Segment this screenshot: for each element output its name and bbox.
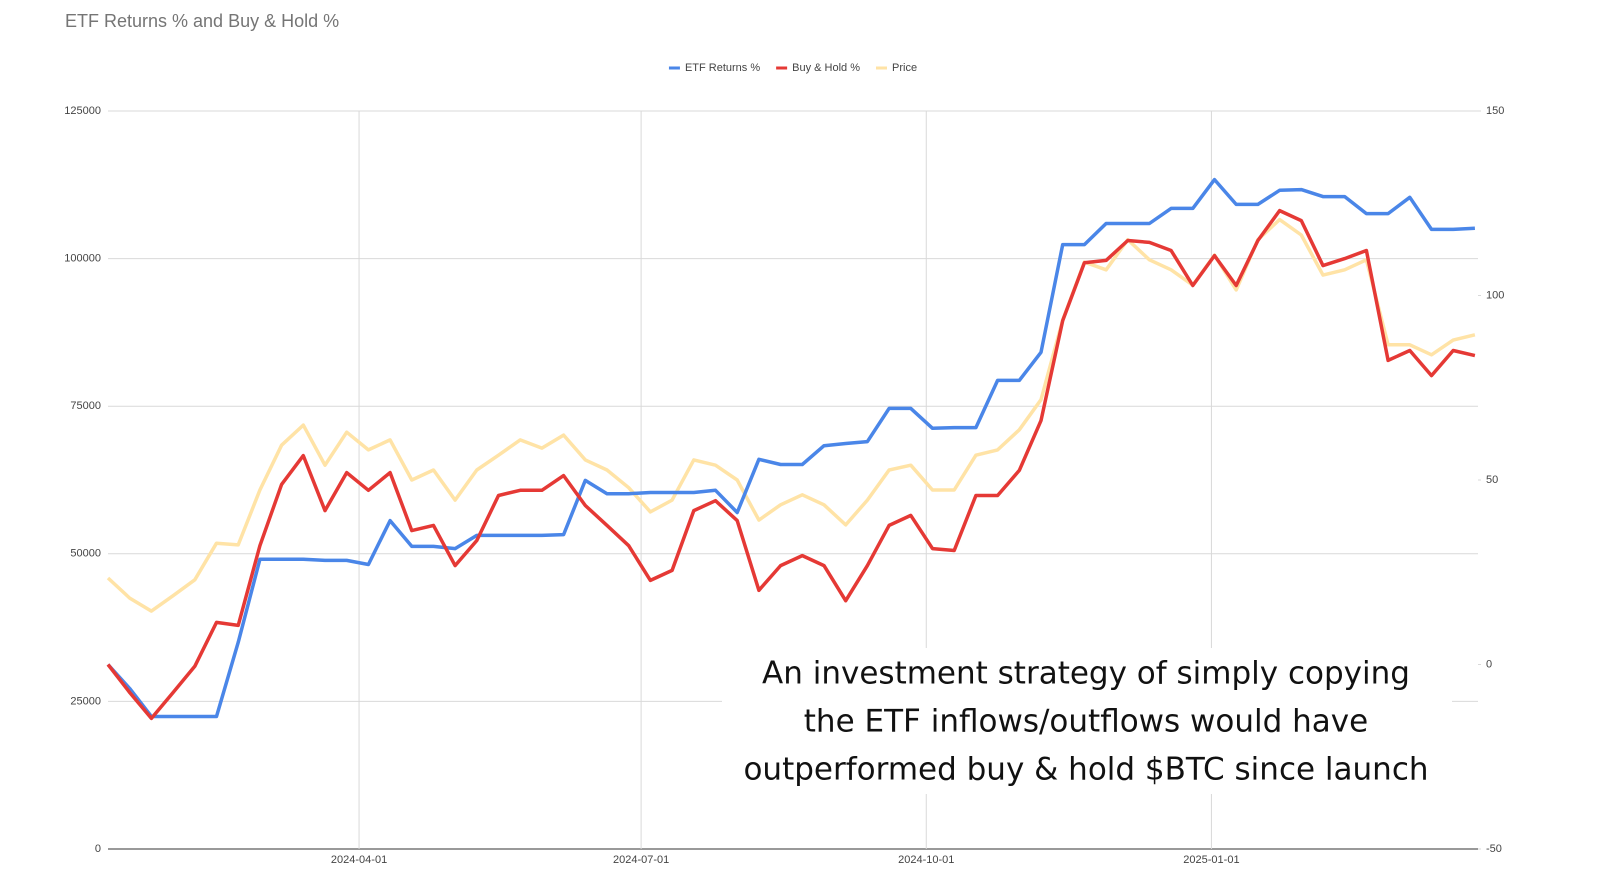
annotation: An investment strategy of simply copying xyxy=(762,656,1410,692)
y2-tick-label: -50 xyxy=(1486,843,1502,855)
y2-tick-label: 150 xyxy=(1486,105,1504,117)
series-line xyxy=(106,208,1476,721)
y-tick-label: 50000 xyxy=(70,548,101,560)
y2-tick-label: 50 xyxy=(1486,474,1498,486)
legend-item: Price xyxy=(876,62,917,74)
y-tick-label: 25000 xyxy=(70,695,101,707)
x-tick-label: 2024-04-01 xyxy=(331,854,387,866)
x-tick-label: 2025-01-01 xyxy=(1183,854,1239,866)
x-tick-label: 2024-07-01 xyxy=(613,854,669,866)
x-tick-label: 2024-10-01 xyxy=(898,854,954,866)
annotation: the ETF inflows/outflows would have xyxy=(804,704,1368,740)
legend: ETF Returns % Buy & Hold % Price xyxy=(668,62,917,74)
annotation: outperformed buy & hold $BTC since launc… xyxy=(743,752,1428,788)
legend-item: ETF Returns % xyxy=(668,62,760,74)
legend-label: Price xyxy=(892,62,917,74)
y2-tick-label: 100 xyxy=(1486,289,1504,301)
chart-title: ETF Returns % and Buy & Hold % xyxy=(65,11,339,31)
legend-label: Buy & Hold % xyxy=(792,62,860,74)
y-tick-label: 125000 xyxy=(64,105,101,117)
legend-label: ETF Returns % xyxy=(685,62,760,74)
y-tick-label: 0 xyxy=(95,843,101,855)
y-tick-label: 100000 xyxy=(64,253,101,265)
series-line xyxy=(106,177,1475,719)
y2-tick-label: 0 xyxy=(1486,658,1492,670)
series-line xyxy=(106,217,1476,613)
y-tick-label: 75000 xyxy=(70,400,101,412)
annotation-bg xyxy=(722,648,1452,794)
legend-item: Buy & Hold % xyxy=(776,62,860,74)
